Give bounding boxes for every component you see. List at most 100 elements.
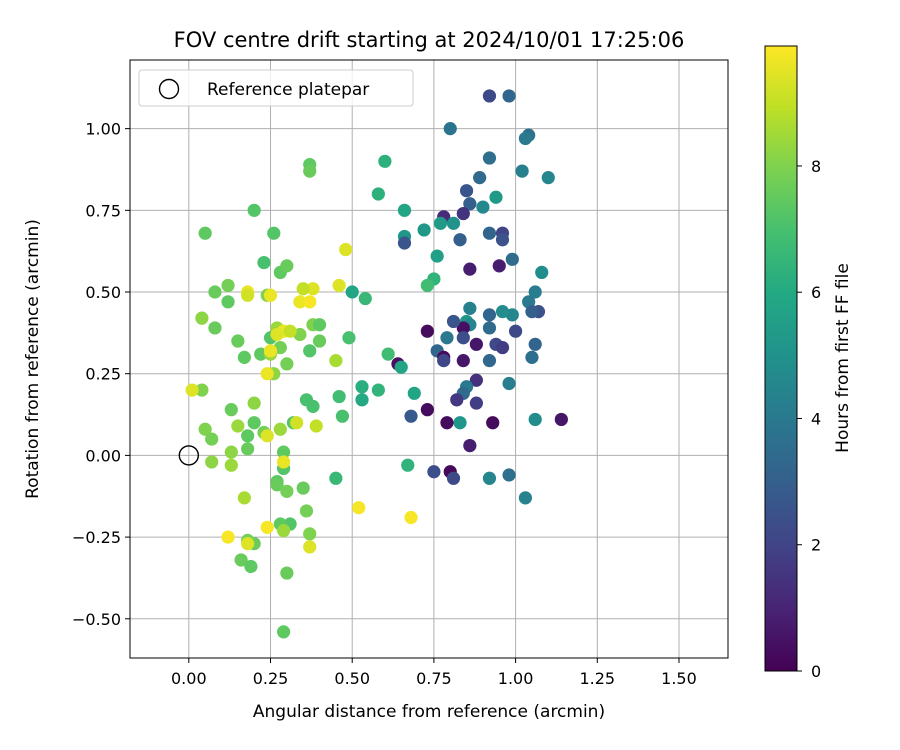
scatter-point — [482, 354, 497, 368]
scatter-point — [257, 256, 271, 270]
y-tick-label: 0.50 — [85, 283, 121, 302]
scatter-point — [293, 295, 307, 309]
scatter-point — [508, 324, 523, 338]
y-axis-ticks: 1.00 0.75 0.50 0.25 0.00 −0.25 −0.50 — [72, 120, 130, 629]
scatter-point — [270, 478, 284, 492]
scatter-point — [241, 537, 255, 551]
scatter-point — [453, 416, 467, 430]
scatter-point — [502, 89, 516, 103]
scatter-point — [283, 324, 297, 338]
scatter-point — [450, 393, 464, 407]
legend-box — [138, 69, 414, 107]
colorbar-tick-label: 0 — [811, 662, 821, 681]
scatter-point — [280, 259, 294, 273]
scatter-point — [198, 422, 212, 436]
scatter-point — [339, 242, 353, 257]
colorbar-label: Hours from first FF file — [833, 263, 853, 453]
scatter-point — [280, 566, 294, 580]
colorbar-tick-label: 8 — [811, 157, 821, 176]
scatter-point — [276, 523, 291, 538]
scatter-point — [420, 278, 434, 293]
x-axis-ticks: 0.00 0.25 0.50 0.75 1.00 1.25 1.50 — [171, 658, 697, 688]
scatter-point — [244, 559, 258, 574]
x-tick-label: 0.50 — [334, 669, 370, 688]
scatter-point — [263, 344, 278, 358]
scatter-point — [440, 416, 454, 430]
scatter-point — [397, 203, 412, 217]
scatter-point — [299, 504, 314, 518]
colorbar-tick-label: 2 — [811, 536, 821, 555]
scatter-point — [296, 481, 310, 495]
scatter-point — [303, 295, 317, 309]
scatter-point — [237, 350, 251, 364]
scatter-point — [456, 321, 470, 335]
y-tick-label: 1.00 — [85, 120, 121, 139]
scatter-point — [280, 484, 294, 498]
x-tick-label: 0.75 — [416, 669, 452, 688]
scatter-point — [358, 291, 372, 306]
scatter-point — [446, 216, 461, 230]
legend: Reference platepar — [138, 69, 414, 107]
scatter-point — [276, 445, 291, 459]
scatter-point — [241, 429, 255, 443]
scatter-point — [482, 321, 497, 335]
scatter-point — [329, 354, 343, 368]
scatter-point — [303, 540, 317, 554]
scatter-point — [335, 409, 350, 423]
scatter-point — [312, 318, 327, 332]
chart-title: FOV centre drift starting at 2024/10/01 … — [174, 28, 685, 52]
scatter-point — [482, 151, 497, 165]
scatter-point — [502, 468, 516, 482]
scatter-point — [224, 445, 238, 459]
scatter-point — [260, 520, 274, 534]
scatter-point — [247, 203, 261, 217]
x-tick-label: 0.00 — [171, 669, 207, 688]
scatter-point — [195, 383, 209, 397]
scatter-point — [263, 288, 278, 302]
scatter-point — [234, 553, 248, 567]
scatter-point — [247, 396, 261, 410]
scatter-point — [463, 262, 477, 276]
plot-frame — [129, 59, 729, 659]
reference-platepar-marker — [178, 445, 200, 466]
scatter-point — [554, 412, 568, 427]
scatter-point — [208, 321, 222, 335]
scatter-point — [208, 285, 222, 299]
colorbar-ticks: 0 2 4 6 8 — [797, 157, 821, 681]
legend-entry-reference-platepar: Reference platepar — [207, 80, 369, 100]
scatter-point — [237, 491, 251, 505]
scatter-point — [528, 285, 542, 299]
scatter-point — [260, 429, 274, 443]
scatter-point — [270, 327, 284, 342]
scatter-point — [495, 305, 510, 319]
scatter-point — [205, 432, 219, 446]
scatter-point — [518, 491, 532, 505]
scatter-point — [492, 259, 506, 273]
y-tick-label: −0.25 — [72, 528, 121, 547]
scatter-point — [309, 419, 323, 433]
scatter-point — [502, 376, 516, 391]
scatter-point — [404, 510, 418, 525]
colorbar-tick-label: 4 — [811, 409, 821, 428]
scatter-point — [371, 383, 385, 397]
scatter-point — [473, 171, 487, 185]
scatter-point — [195, 311, 209, 325]
scatter-point — [352, 501, 366, 515]
scatter-point — [482, 471, 497, 485]
x-tick-label: 1.00 — [498, 669, 534, 688]
scatter-point — [463, 301, 477, 315]
scatter-point — [404, 409, 418, 423]
scatter-point — [528, 337, 542, 351]
scatter-point — [417, 223, 431, 237]
scatter-point — [463, 197, 477, 211]
scatter-point — [371, 187, 385, 201]
data-points — [185, 89, 568, 639]
scatter-point — [433, 216, 448, 230]
scatter-point — [535, 265, 549, 280]
scatter-point — [394, 360, 408, 374]
scatter-point — [407, 386, 421, 400]
x-axis-label: Angular distance from reference (arcmin) — [253, 702, 605, 722]
scatter-point — [312, 334, 327, 348]
legend-marker-icon — [158, 78, 180, 100]
